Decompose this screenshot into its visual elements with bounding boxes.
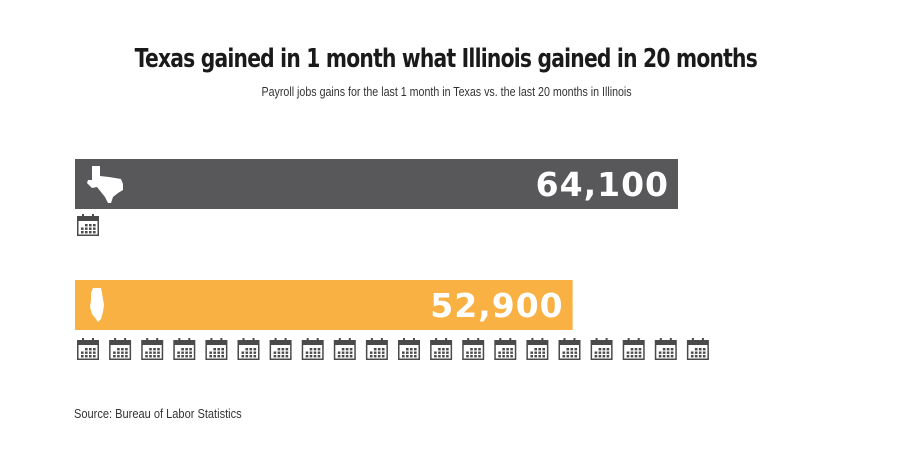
chart-subtitle: Payroll jobs gains for the last 1 month … (261, 84, 632, 99)
calendar-icon (494, 338, 517, 360)
texas-state-icon (87, 166, 123, 203)
bar-texas (75, 159, 678, 209)
bar-value-label-illinois: 52,900 (430, 286, 563, 325)
calendar-icon (622, 338, 645, 360)
calendar-icon (77, 338, 99, 360)
calendar-icon (109, 338, 132, 360)
calendar-icon (141, 338, 164, 360)
calendar-icon (333, 338, 356, 360)
bar-value-label-texas: 64,100 (536, 165, 669, 204)
calendar-icon (398, 338, 420, 360)
calendar-icon (654, 338, 677, 360)
calendar-icon (526, 338, 549, 360)
illinois-state-icon (90, 288, 104, 322)
calendar-icon (77, 214, 99, 236)
calendar-icon (173, 338, 196, 360)
calendar-icon (365, 338, 388, 360)
source-note: Source: Bureau of Labor Statistics (74, 406, 242, 421)
chart-title: Texas gained in 1 month what Illinois ga… (134, 44, 758, 74)
calendar-icon (590, 338, 613, 360)
bar-illinois (75, 280, 573, 330)
calendar-icon (686, 338, 709, 360)
calendar-icon (558, 338, 581, 360)
calendar-icon (462, 338, 485, 360)
calendar-icon (205, 338, 228, 360)
calendar-icon (237, 338, 260, 360)
calendar-icon (301, 338, 324, 360)
calendar-icon (430, 338, 453, 360)
calendar-icon (269, 338, 292, 360)
